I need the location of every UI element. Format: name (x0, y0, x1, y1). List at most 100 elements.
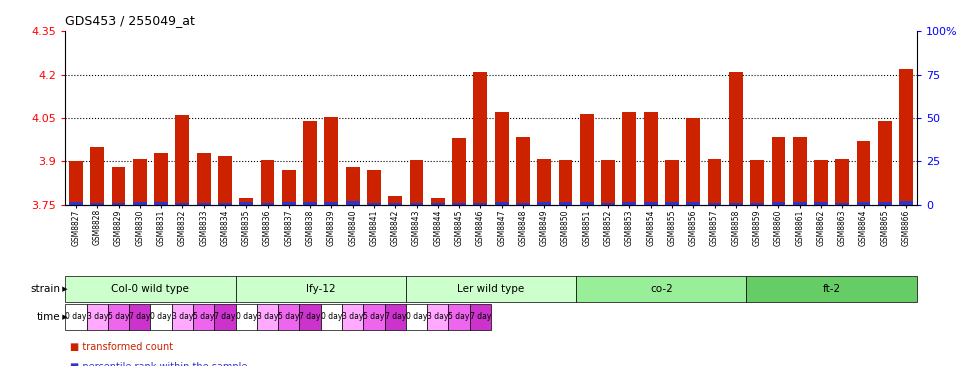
Text: 7 day: 7 day (129, 313, 151, 321)
Text: 0 day: 0 day (65, 313, 86, 321)
Text: 5 day: 5 day (363, 313, 385, 321)
Bar (835, 203, 850, 205)
Bar (431, 198, 444, 205)
Text: strain: strain (31, 284, 60, 294)
Bar (278, 304, 300, 330)
Bar (427, 304, 448, 330)
Bar (559, 202, 572, 205)
Bar (729, 72, 743, 205)
Bar (601, 160, 615, 205)
Bar (324, 202, 338, 205)
Bar (282, 202, 296, 205)
Bar (260, 203, 275, 205)
Bar (282, 170, 296, 205)
Text: 0 day: 0 day (406, 313, 427, 321)
Bar (410, 203, 423, 205)
Bar (452, 138, 466, 205)
Bar (367, 170, 381, 205)
Bar (708, 158, 722, 205)
Bar (410, 160, 423, 205)
Bar (346, 167, 360, 205)
Text: 0 day: 0 day (321, 313, 342, 321)
Bar (363, 304, 385, 330)
Bar (303, 202, 317, 205)
Bar (132, 202, 147, 205)
Bar (65, 304, 86, 330)
Bar (197, 203, 210, 205)
Bar (324, 117, 338, 205)
Bar (239, 202, 253, 205)
Bar (747, 276, 917, 302)
Text: co-2: co-2 (650, 284, 673, 294)
Bar (176, 115, 189, 205)
Text: ▶: ▶ (60, 286, 68, 292)
Bar (729, 203, 743, 205)
Bar (750, 160, 764, 205)
Bar (218, 203, 232, 205)
Bar (516, 137, 530, 205)
Text: 3 day: 3 day (257, 313, 278, 321)
Bar (300, 304, 321, 330)
Bar (235, 304, 257, 330)
Bar (580, 202, 593, 205)
Bar (469, 304, 492, 330)
Text: lfy-12: lfy-12 (306, 284, 336, 294)
Bar (644, 202, 658, 205)
Text: 5 day: 5 day (278, 313, 300, 321)
Text: ■ transformed count: ■ transformed count (70, 342, 173, 352)
Bar (772, 202, 785, 205)
Bar (856, 141, 871, 205)
Bar (900, 201, 913, 205)
Bar (90, 147, 104, 205)
Bar (665, 160, 679, 205)
Bar (622, 112, 636, 205)
Bar (108, 304, 130, 330)
Bar (367, 203, 381, 205)
Text: 7 day: 7 day (385, 313, 406, 321)
Bar (473, 72, 488, 205)
Bar (686, 202, 700, 205)
Bar (814, 160, 828, 205)
Bar (389, 196, 402, 205)
Bar (86, 304, 108, 330)
Text: 7 day: 7 day (469, 313, 492, 321)
Text: 5 day: 5 day (448, 313, 469, 321)
Bar (665, 202, 679, 205)
Text: GDS453 / 255049_at: GDS453 / 255049_at (65, 14, 195, 27)
Bar (389, 203, 402, 205)
Text: 5 day: 5 day (193, 313, 214, 321)
Bar (193, 304, 214, 330)
Bar (69, 161, 83, 205)
Bar (559, 160, 572, 205)
Bar (452, 203, 466, 205)
Text: Col-0 wild type: Col-0 wild type (111, 284, 189, 294)
Bar (342, 304, 363, 330)
Bar (814, 202, 828, 205)
Text: 3 day: 3 day (342, 313, 363, 321)
Text: 7 day: 7 day (300, 313, 321, 321)
Bar (494, 202, 509, 205)
Bar (197, 153, 210, 205)
Bar (111, 167, 126, 205)
Bar (878, 121, 892, 205)
Text: Ler wild type: Ler wild type (457, 284, 525, 294)
Bar (155, 202, 168, 205)
Bar (686, 118, 700, 205)
Bar (448, 304, 469, 330)
Bar (538, 202, 551, 205)
Bar (321, 304, 342, 330)
Text: time: time (36, 312, 60, 322)
Bar (214, 304, 235, 330)
Bar (900, 69, 913, 205)
Text: ■ percentile rank within the sample: ■ percentile rank within the sample (70, 362, 248, 366)
Bar (132, 158, 147, 205)
Bar (793, 202, 806, 205)
Bar (835, 158, 850, 205)
Text: 0 day: 0 day (151, 313, 172, 321)
Bar (793, 137, 806, 205)
Bar (538, 158, 551, 205)
Bar (750, 203, 764, 205)
Bar (111, 203, 126, 205)
Bar (406, 304, 427, 330)
Bar (257, 304, 278, 330)
